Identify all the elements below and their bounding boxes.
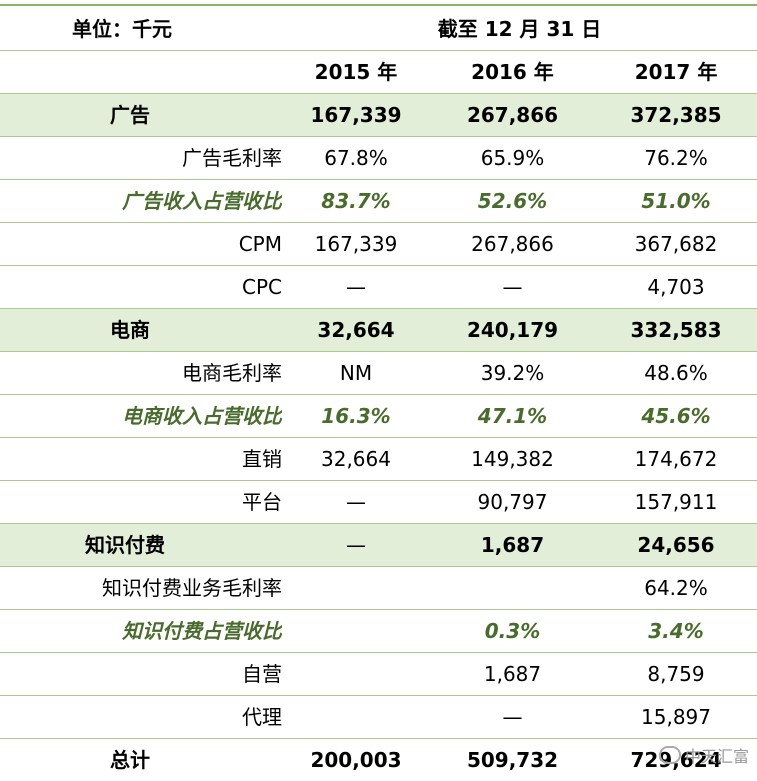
- unit-label: 单位：千元: [0, 8, 282, 51]
- cell-2016: 509,732: [430, 739, 595, 781]
- wechat-icon: [659, 746, 681, 764]
- cell-2017: 76.2%: [595, 137, 757, 180]
- header-row-unit: 单位：千元 截至 12 月 31 日: [0, 8, 757, 51]
- row-label: 广告收入占营收比: [0, 180, 282, 223]
- cell-2016: 240,179: [430, 309, 595, 352]
- row-label: 电商毛利率: [0, 352, 282, 395]
- cell-2015: 167,339: [282, 94, 430, 137]
- row-direct-sales: 直销 32,664 149,382 174,672: [0, 438, 757, 481]
- cell-2017: 24,656: [595, 524, 757, 567]
- revenue-breakdown-table: 单位：千元 截至 12 月 31 日 2015 年 2016 年 2017 年 …: [0, 8, 757, 781]
- cell-2017: 45.6%: [595, 395, 757, 438]
- cell-2016: —: [430, 696, 595, 739]
- top-border-line: [0, 4, 757, 6]
- row-total: 总计 200,003 509,732 729,624: [0, 739, 757, 781]
- cell-2016: [430, 567, 595, 610]
- row-label: 电商: [0, 309, 282, 352]
- cell-2015: [282, 696, 430, 739]
- row-label: 电商收入占营收比: [0, 395, 282, 438]
- row-label: 自营: [0, 653, 282, 696]
- cell-2015: 32,664: [282, 438, 430, 481]
- cell-2016: —: [430, 266, 595, 309]
- row-label: 广告毛利率: [0, 137, 282, 180]
- cell-2017: 8,759: [595, 653, 757, 696]
- row-advertising: 广告 167,339 267,866 372,385: [0, 94, 757, 137]
- watermark: 中天汇富: [659, 743, 749, 767]
- cell-2016: 1,687: [430, 653, 595, 696]
- row-label: 直销: [0, 438, 282, 481]
- cell-2017: 157,911: [595, 481, 757, 524]
- cell-2016: 47.1%: [430, 395, 595, 438]
- row-label: 代理: [0, 696, 282, 739]
- cell-2015: 167,339: [282, 223, 430, 266]
- row-knowledge-payment: 知识付费 — 1,687 24,656: [0, 524, 757, 567]
- cell-2016: 0.3%: [430, 610, 595, 653]
- cell-2016: 90,797: [430, 481, 595, 524]
- header-empty-cell: [0, 51, 282, 94]
- cell-2015: —: [282, 266, 430, 309]
- period-label: 截至 12 月 31 日: [282, 8, 757, 51]
- watermark-text: 中天汇富: [685, 743, 749, 767]
- row-knowledge-gross-margin: 知识付费业务毛利率 64.2%: [0, 567, 757, 610]
- cell-2017: 372,385: [595, 94, 757, 137]
- cell-2017: 15,897: [595, 696, 757, 739]
- cell-2017: 51.0%: [595, 180, 757, 223]
- row-cpm: CPM 167,339 267,866 367,682: [0, 223, 757, 266]
- cell-2015: 16.3%: [282, 395, 430, 438]
- cell-2016: 267,866: [430, 223, 595, 266]
- year-2017: 2017 年: [595, 51, 757, 94]
- cell-2015: 83.7%: [282, 180, 430, 223]
- row-ad-gross-margin: 广告毛利率 67.8% 65.9% 76.2%: [0, 137, 757, 180]
- cell-2016: 149,382: [430, 438, 595, 481]
- cell-2015: —: [282, 524, 430, 567]
- row-ecom-gross-margin: 电商毛利率 NM 39.2% 48.6%: [0, 352, 757, 395]
- row-agency: 代理 — 15,897: [0, 696, 757, 739]
- row-cpc: CPC — — 4,703: [0, 266, 757, 309]
- cell-2016: 39.2%: [430, 352, 595, 395]
- row-label: 总计: [0, 739, 282, 781]
- row-label: CPM: [0, 223, 282, 266]
- cell-2016: 1,687: [430, 524, 595, 567]
- row-label: 广告: [0, 94, 282, 137]
- row-platform: 平台 — 90,797 157,911: [0, 481, 757, 524]
- cell-2016: 65.9%: [430, 137, 595, 180]
- year-2016: 2016 年: [430, 51, 595, 94]
- row-ecommerce: 电商 32,664 240,179 332,583: [0, 309, 757, 352]
- cell-2017: 367,682: [595, 223, 757, 266]
- cell-2015: [282, 567, 430, 610]
- cell-2015: NM: [282, 352, 430, 395]
- row-label: CPC: [0, 266, 282, 309]
- cell-2016: 267,866: [430, 94, 595, 137]
- cell-2017: 48.6%: [595, 352, 757, 395]
- row-knowledge-revenue-share: 知识付费占营收比 0.3% 3.4%: [0, 610, 757, 653]
- cell-2017: 64.2%: [595, 567, 757, 610]
- cell-2016: 52.6%: [430, 180, 595, 223]
- row-label: 平台: [0, 481, 282, 524]
- cell-2017: 332,583: [595, 309, 757, 352]
- cell-2015: [282, 610, 430, 653]
- row-ecom-revenue-share: 电商收入占营收比 16.3% 47.1% 45.6%: [0, 395, 757, 438]
- cell-2015: [282, 653, 430, 696]
- cell-2017: 4,703: [595, 266, 757, 309]
- year-2015: 2015 年: [282, 51, 430, 94]
- row-self-operated: 自营 1,687 8,759: [0, 653, 757, 696]
- cell-2017: 174,672: [595, 438, 757, 481]
- header-row-years: 2015 年 2016 年 2017 年: [0, 51, 757, 94]
- row-label: 知识付费业务毛利率: [0, 567, 282, 610]
- cell-2015: —: [282, 481, 430, 524]
- row-label: 知识付费: [0, 524, 282, 567]
- cell-2015: 32,664: [282, 309, 430, 352]
- cell-2017: 3.4%: [595, 610, 757, 653]
- cell-2015: 200,003: [282, 739, 430, 781]
- row-label: 知识付费占营收比: [0, 610, 282, 653]
- cell-2015: 67.8%: [282, 137, 430, 180]
- row-ad-revenue-share: 广告收入占营收比 83.7% 52.6% 51.0%: [0, 180, 757, 223]
